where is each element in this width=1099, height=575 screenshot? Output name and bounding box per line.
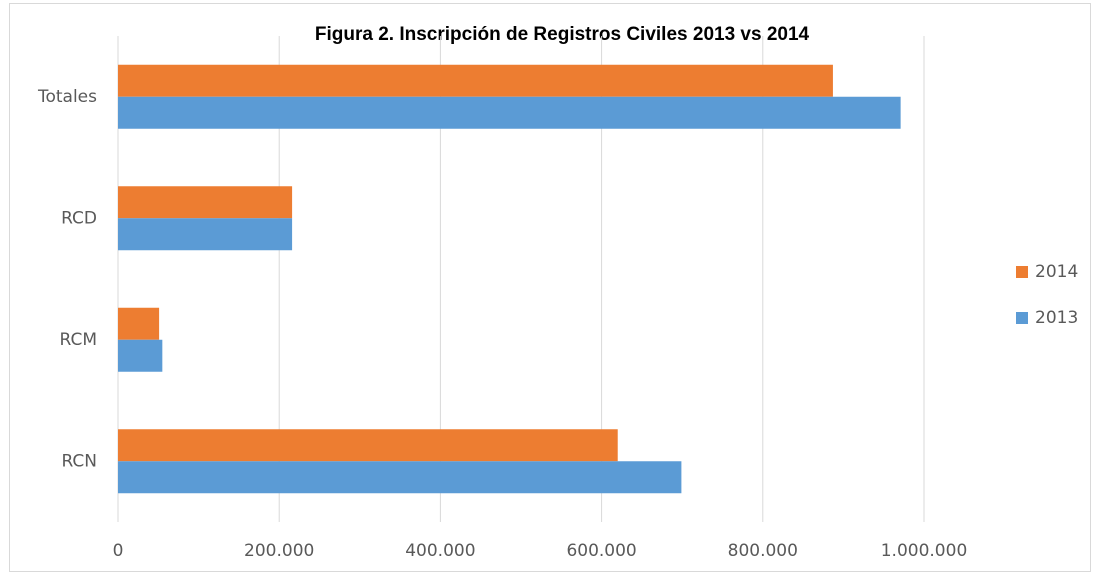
- y-tick-label: RCN: [61, 451, 97, 471]
- x-tick-label: 0: [113, 541, 124, 561]
- legend-label: 2014: [1035, 262, 1078, 282]
- x-tick-label: 800.000: [728, 541, 798, 561]
- bar: [118, 218, 293, 251]
- bar: [118, 461, 682, 494]
- legend-swatch: [1016, 266, 1028, 278]
- legend-swatch: [1016, 312, 1028, 324]
- x-tick-label: 600.000: [566, 541, 636, 561]
- y-tick-label: Totales: [37, 87, 97, 107]
- chart-title: Figura 2. Inscripción de Registros Civil…: [315, 24, 810, 45]
- bar: [118, 307, 160, 340]
- y-tick-label: RCD: [61, 208, 97, 228]
- legend-label: 2013: [1035, 308, 1078, 328]
- bar: [118, 96, 901, 129]
- y-tick-label: RCM: [59, 330, 97, 350]
- bar: [118, 339, 163, 372]
- x-tick-label: 200.000: [244, 541, 314, 561]
- bar: [118, 186, 293, 219]
- x-tick-label: 1.000.000: [881, 541, 968, 561]
- bar: [118, 64, 833, 97]
- bar: [118, 429, 618, 462]
- x-tick-label: 400.000: [405, 541, 475, 561]
